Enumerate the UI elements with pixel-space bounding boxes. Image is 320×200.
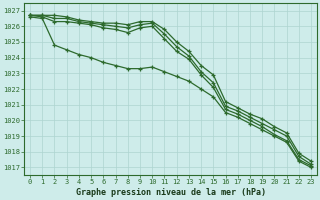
X-axis label: Graphe pression niveau de la mer (hPa): Graphe pression niveau de la mer (hPa) [76,188,266,197]
